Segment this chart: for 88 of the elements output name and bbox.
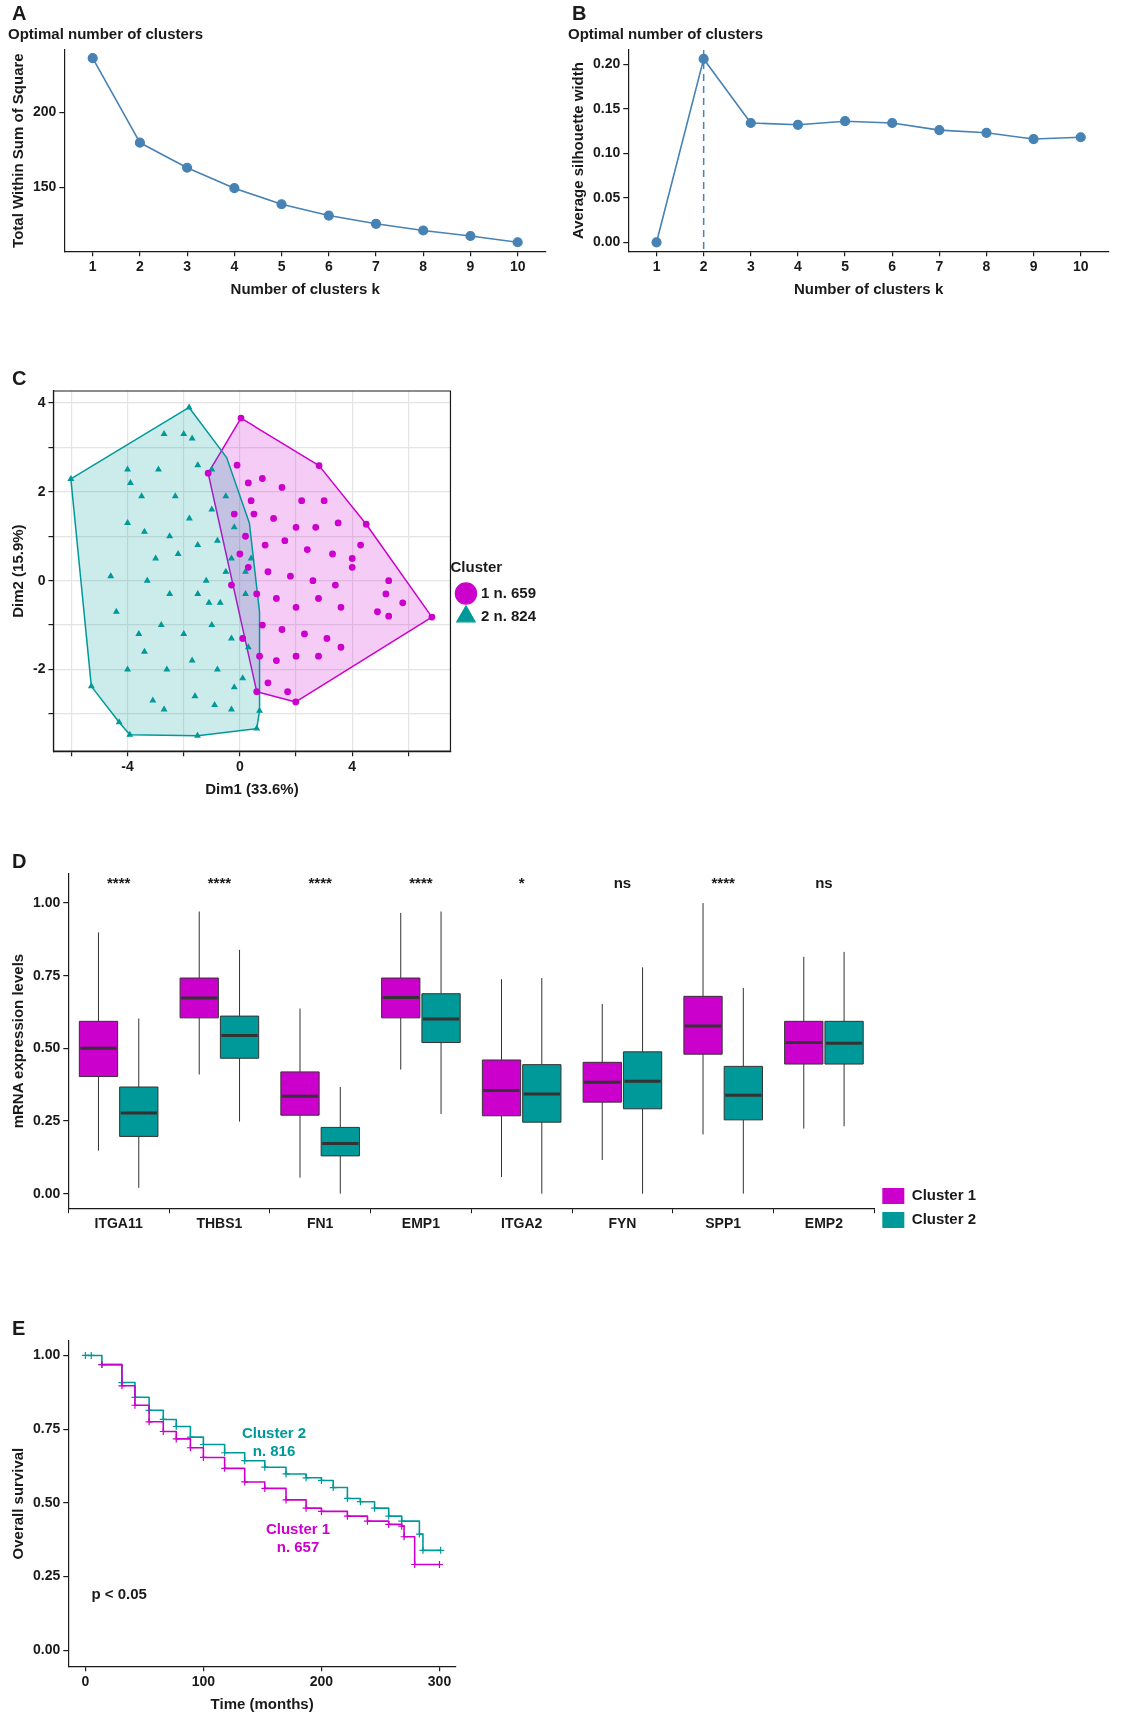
y-tick-label: 0.25 [33, 1111, 61, 1128]
y-tick-label: 1.00 [33, 893, 61, 910]
annotation: **** [409, 874, 433, 892]
x-tick-label: 300 [427, 1673, 452, 1690]
x-tick-label: ITGA11 [94, 1215, 143, 1232]
x-tick-label: ITGA2 [501, 1215, 543, 1232]
x-tick-label: 4 [348, 758, 357, 775]
x-tick-label: 9 [1029, 258, 1038, 275]
x-tick-label: 8 [982, 258, 991, 275]
y-axis-title: Overall survival [9, 1447, 27, 1560]
y-tick-label: -2 [33, 660, 46, 677]
y-tick-label: 0 [37, 571, 46, 588]
x-tick-label: 6 [888, 258, 897, 275]
annotation: **** [207, 874, 232, 892]
y-tick-label: 0.10 [593, 144, 621, 161]
x-tick-label: 10 [1072, 258, 1089, 275]
chart-title: Optimal number of clusters [568, 25, 764, 43]
x-tick-label: SPP1 [705, 1215, 742, 1232]
x-axis-title: Dim1 (33.6%) [205, 780, 299, 798]
x-tick-label: THBS1 [196, 1215, 243, 1232]
chart-title: Optimal number of clusters [8, 25, 204, 43]
series-label: Cluster 2 n. 816 [241, 1424, 307, 1460]
y-tick-label: 1.00 [33, 1346, 61, 1363]
y-axis-title: Total Within Sum of Square [9, 53, 27, 248]
x-tick-label: 2 [699, 258, 708, 275]
x-tick-label: 1 [88, 258, 97, 275]
y-tick-label: 0.20 [593, 55, 621, 72]
annotation: ns [815, 874, 833, 892]
legend-title: Cluster [450, 557, 503, 575]
x-axis-title: Number of clusters k [230, 280, 381, 298]
x-tick-label: 4 [794, 258, 803, 275]
x-tick-label: 6 [324, 258, 333, 275]
y-tick-label: 0.15 [593, 99, 621, 116]
text: C [12, 367, 27, 390]
y-axis-title: Dim2 (15.9%) [9, 524, 27, 618]
y-tick-label: 150 [33, 177, 57, 194]
x-tick-label: 3 [183, 258, 192, 275]
y-tick-label: 0.75 [33, 966, 61, 983]
legend-label: 1 n. 659 [480, 583, 537, 601]
legend-label: Cluster 2 [911, 1210, 977, 1228]
y-tick-label: 0.00 [593, 233, 621, 250]
y-tick-label: 0.75 [33, 1420, 61, 1437]
annotation: **** [308, 874, 332, 892]
x-tick-label: 5 [841, 258, 850, 275]
x-tick-label: FYN [608, 1215, 637, 1232]
text: E [12, 1317, 26, 1340]
x-tick-label: FN1 [306, 1215, 334, 1232]
y-tick-label: 0.50 [33, 1039, 61, 1056]
x-tick-label: 7 [935, 258, 944, 275]
annotation: * [518, 874, 525, 892]
legend-label: Cluster 1 [911, 1186, 977, 1204]
x-tick-label: 0 [235, 758, 244, 775]
y-tick-label: 2 [37, 482, 46, 499]
y-tick-label: 0.00 [33, 1641, 61, 1658]
text: A [12, 2, 27, 25]
x-tick-label: 2 [136, 258, 145, 275]
x-tick-label: 8 [419, 258, 428, 275]
x-tick-label: 0 [81, 1673, 90, 1690]
x-tick-label: 3 [746, 258, 755, 275]
y-tick-label: 0.05 [593, 188, 621, 205]
legend-label: 2 n. 824 [480, 606, 537, 624]
x-tick-label: 9 [466, 258, 475, 275]
x-tick-label: EMP2 [804, 1215, 844, 1232]
annotation: p < 0.05 [91, 1584, 147, 1602]
y-tick-label: 200 [33, 103, 57, 120]
x-tick-label: -4 [121, 758, 135, 775]
y-tick-label: 4 [37, 393, 46, 410]
x-tick-label: EMP1 [401, 1215, 441, 1232]
y-tick-label: 0.25 [33, 1567, 61, 1584]
series-label: Cluster 1 n. 657 [265, 1520, 331, 1556]
x-tick-label: 4 [230, 258, 239, 275]
x-tick-label: 5 [277, 258, 286, 275]
y-axis-title: mRNA expression levels [9, 953, 27, 1129]
text: D [12, 850, 27, 873]
x-tick-label: 100 [191, 1673, 216, 1690]
text: B [572, 2, 587, 25]
y-tick-label: 0.00 [33, 1184, 61, 1201]
x-axis-title: Number of clusters k [794, 280, 944, 298]
x-tick-label: 200 [309, 1673, 334, 1690]
x-axis-title: Time (months) [210, 1695, 314, 1713]
annotation: ns [613, 874, 632, 892]
y-axis-title: Average silhouette width [569, 62, 587, 240]
x-tick-label: 7 [372, 258, 381, 275]
annotation: **** [106, 874, 131, 892]
annotation: **** [711, 874, 736, 892]
y-tick-label: 0.50 [33, 1493, 61, 1510]
x-tick-label: 10 [509, 258, 526, 275]
x-tick-label: 1 [652, 258, 661, 275]
